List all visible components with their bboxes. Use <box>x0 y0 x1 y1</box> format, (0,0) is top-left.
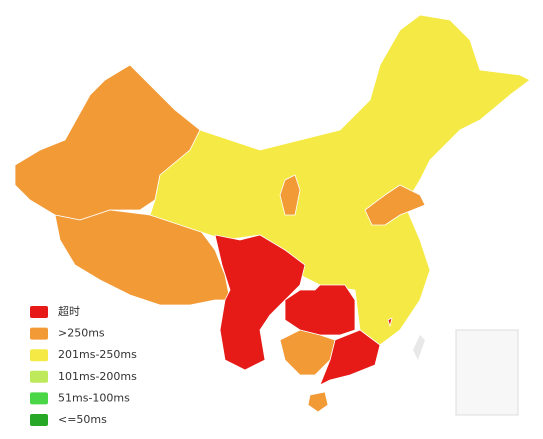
legend-label: 51ms-100ms <box>58 391 130 404</box>
legend-label: 超时 <box>58 304 80 318</box>
region-shandong <box>364 184 426 226</box>
legend-label: >250ms <box>58 327 105 340</box>
region-taiwan <box>413 335 425 360</box>
legend-swatch <box>30 349 48 362</box>
sea-inset <box>455 329 519 416</box>
region-north <box>149 14 531 346</box>
region-hainan <box>307 391 329 413</box>
region-shanxi <box>279 174 301 216</box>
legend-swatch <box>30 370 48 383</box>
region-southwest <box>214 234 306 371</box>
legend-label: <=50ms <box>58 413 107 426</box>
china-map <box>14 14 531 416</box>
legend-swatch <box>30 414 48 426</box>
region-guangxi <box>279 329 336 376</box>
region-west <box>54 209 231 306</box>
legend-label: 201ms-250ms <box>58 348 137 361</box>
legend-label: 101ms-200ms <box>58 370 137 383</box>
legend-swatch <box>30 392 48 405</box>
region-central-south <box>284 284 356 336</box>
legend: 超时 >250ms 201ms-250ms 101ms-200ms 51ms-100ms… <box>30 304 137 426</box>
region-south <box>319 329 381 386</box>
region-small <box>387 317 393 327</box>
legend-swatch <box>30 327 48 340</box>
legend-swatch <box>30 306 48 318</box>
